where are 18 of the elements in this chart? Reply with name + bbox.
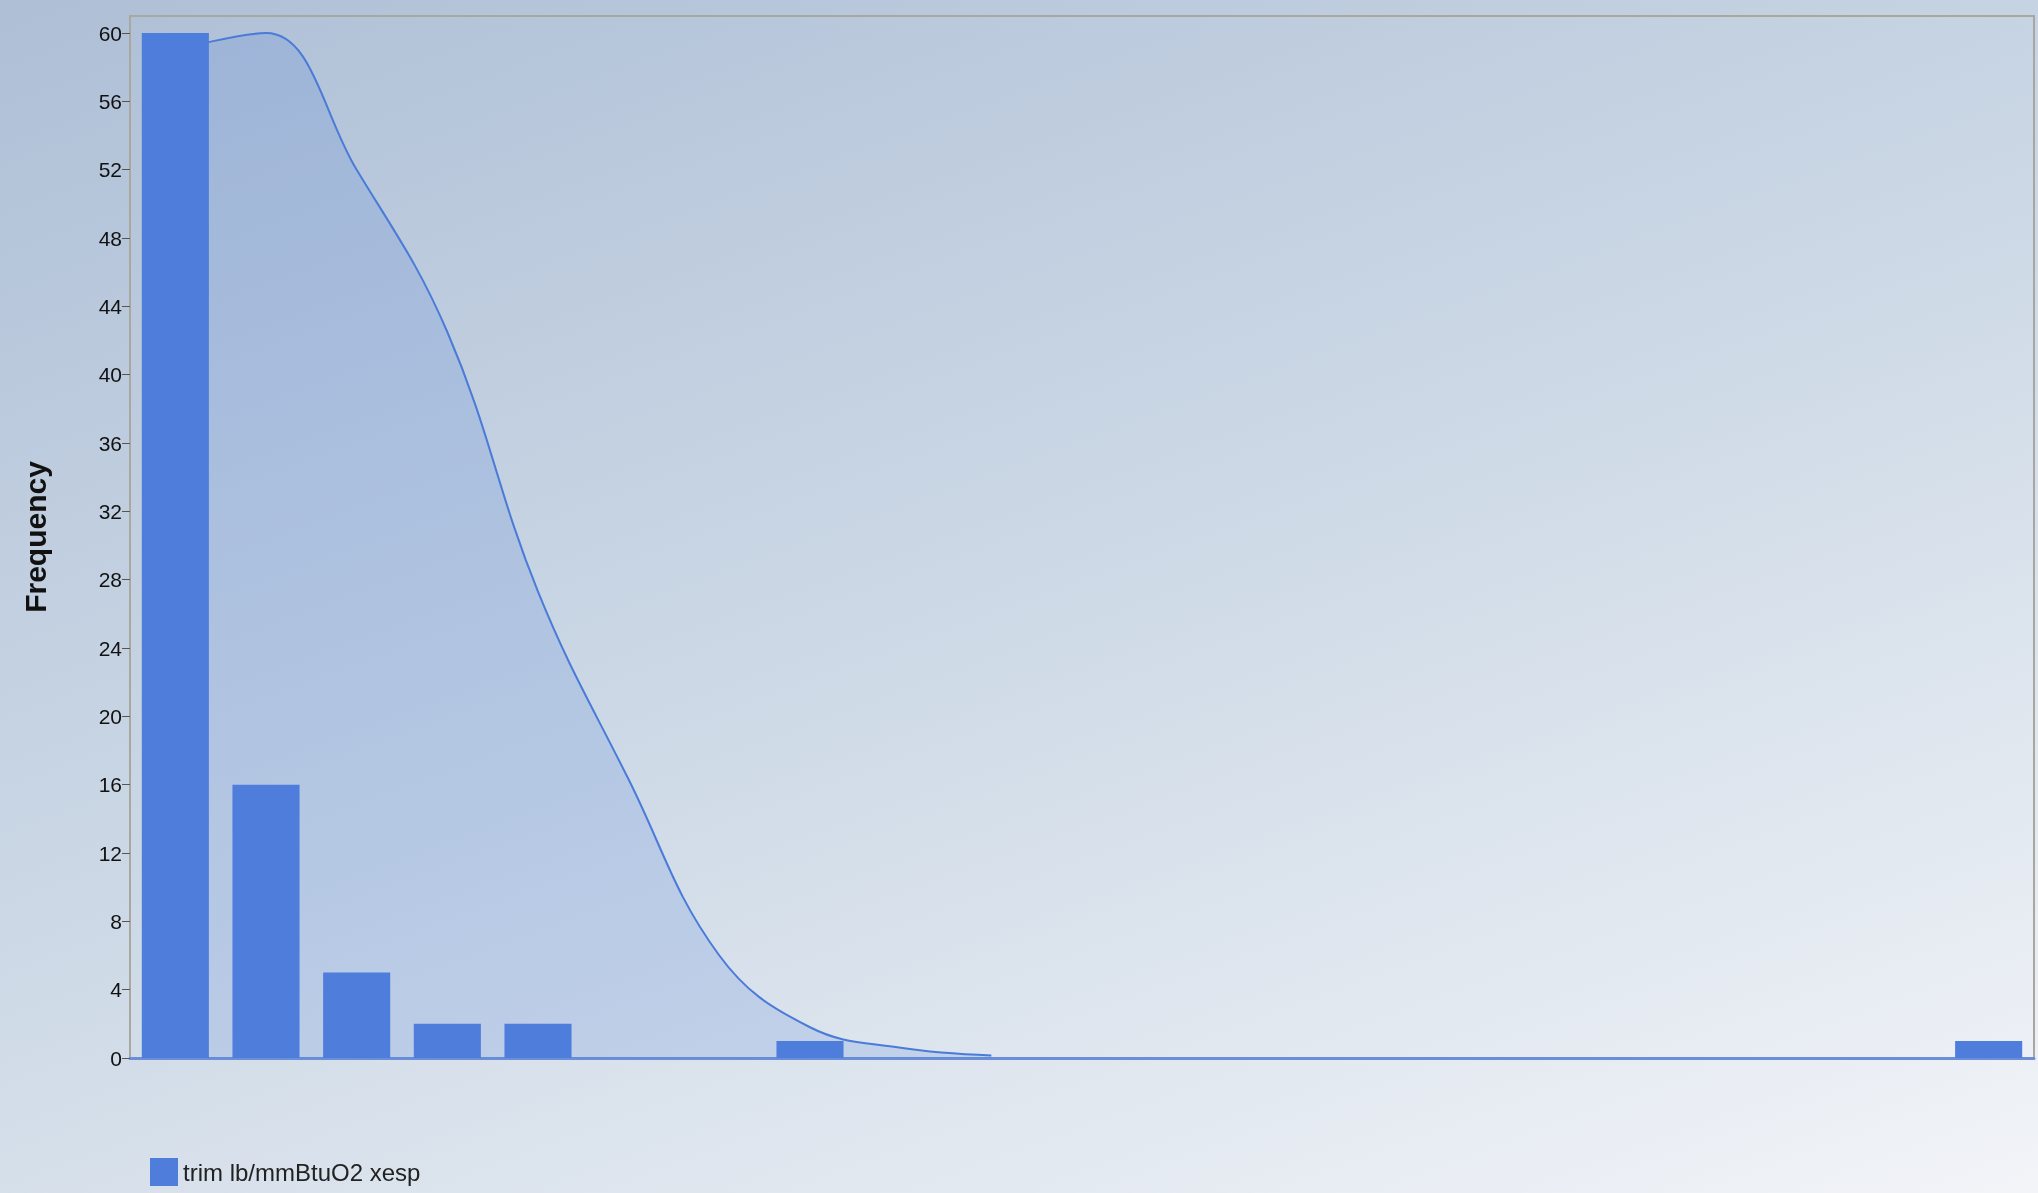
- y-tick-label: 60: [98, 21, 122, 45]
- y-axis-title: Frequency: [18, 460, 52, 613]
- y-tick-label: 20: [98, 704, 122, 728]
- y-tick-label: 24: [98, 636, 123, 660]
- y-tick-label: 40: [98, 363, 122, 387]
- y-tick-label: 12: [98, 841, 122, 865]
- y-tick-label: 56: [98, 89, 122, 113]
- y-tick-label: 48: [98, 226, 122, 250]
- y-tick-label: 28: [98, 568, 122, 592]
- y-tick-label: 32: [98, 499, 122, 523]
- y-tick-label: 52: [98, 158, 122, 182]
- y-tick-label: 16: [98, 773, 122, 797]
- legend-label: trim lb/mmBtuO2 xesp: [183, 1158, 421, 1186]
- y-tick-label: 36: [98, 431, 122, 455]
- y-tick-label: 0: [110, 1046, 122, 1070]
- y-tick-label: 8: [110, 909, 122, 933]
- y-tick-label: 44: [98, 294, 123, 318]
- y-tick-label: 4: [110, 978, 123, 1002]
